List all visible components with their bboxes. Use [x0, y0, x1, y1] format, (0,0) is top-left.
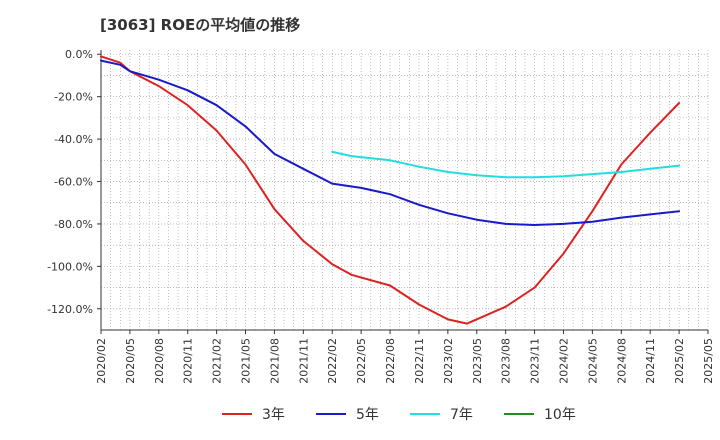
series-line-7年: [331, 150, 681, 179]
x-tick-label: 2020/08: [153, 338, 166, 384]
x-tick-label: 2025/05: [702, 338, 715, 384]
x-tick-label: 2024/08: [615, 338, 628, 384]
x-tick-label: 2020/11: [182, 338, 195, 384]
x-tick-label: 2023/02: [442, 338, 455, 384]
y-tick-label: 0.0%: [65, 48, 93, 61]
x-tick-label: 2022/11: [413, 338, 426, 384]
legend-label: 10年: [544, 407, 576, 423]
x-tick-label: 2021/05: [240, 338, 253, 384]
x-tick-label: 2023/05: [471, 338, 484, 384]
series-line-5年: [100, 59, 681, 226]
x-tick-label: 2022/08: [384, 338, 397, 384]
x-tick-label: 2024/05: [586, 338, 599, 384]
y-tick-label: -60.0%: [54, 176, 93, 189]
x-tick-label: 2023/08: [500, 338, 513, 384]
legend-label: 7年: [450, 407, 473, 423]
x-tick-label: 2022/05: [355, 338, 368, 384]
y-tick-label: -100.0%: [47, 260, 93, 273]
y-tick-label: -80.0%: [54, 218, 93, 231]
y-tick-label: -120.0%: [47, 303, 93, 316]
x-tick-label: 2024/02: [557, 338, 570, 384]
x-tick-label: 2023/11: [529, 338, 542, 384]
y-tick-label: -40.0%: [54, 133, 93, 146]
x-tick-label: 2025/02: [673, 338, 686, 384]
legend: 3年 5年 7年 10年: [222, 407, 576, 423]
series: [100, 55, 681, 325]
series-line-3年: [100, 55, 681, 325]
x-tick-label: 2024/11: [644, 338, 657, 384]
x-tick-label: 2021/11: [297, 338, 310, 384]
legend-label: 3年: [262, 407, 285, 423]
chart-title: [3063] ROEの平均値の推移: [100, 16, 300, 34]
x-tick-label: 2021/08: [268, 338, 281, 384]
y-tick-label: -20.0%: [54, 91, 93, 104]
x-tick-label: 2021/02: [211, 338, 224, 384]
x-tick-label: 2020/05: [124, 338, 137, 384]
x-tick-label: 2020/02: [95, 338, 108, 384]
x-tick-label: 2022/02: [326, 338, 339, 384]
legend-label: 5年: [356, 407, 379, 423]
axes: 0.0% -20.0% -40.0% -60.0% -80.0% -100.0% -120.…: [47, 48, 715, 383]
